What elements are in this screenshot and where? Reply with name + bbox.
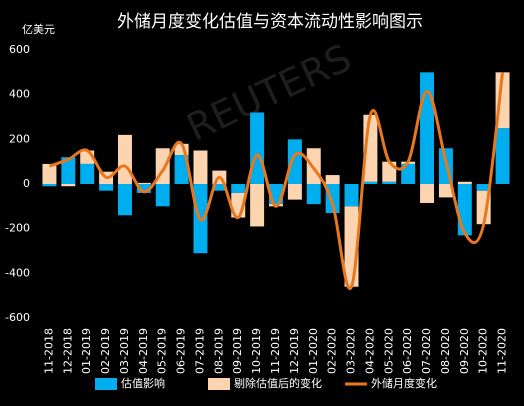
legend-label: 外储月度变化 bbox=[371, 376, 437, 390]
x-tick-label: 02-2020 bbox=[326, 328, 339, 374]
bar bbox=[401, 163, 416, 184]
watermark: REUTERS bbox=[180, 36, 358, 150]
bar bbox=[117, 184, 132, 216]
legend-label: 剔除估值后的变化 bbox=[234, 376, 322, 390]
bar bbox=[420, 184, 435, 203]
bar bbox=[61, 157, 76, 184]
bar bbox=[344, 184, 359, 207]
x-tick-label: 06-2020 bbox=[401, 328, 414, 374]
legend-swatch bbox=[95, 378, 117, 390]
y-tick-label: -600 bbox=[5, 311, 30, 324]
bar bbox=[457, 184, 472, 236]
bar bbox=[287, 139, 302, 184]
y-tick-label: 400 bbox=[9, 88, 30, 101]
x-tick-label: 07-2020 bbox=[420, 328, 433, 374]
x-tick-label: 07-2019 bbox=[193, 328, 206, 374]
bar bbox=[61, 184, 76, 187]
bar bbox=[174, 143, 189, 155]
line bbox=[48, 72, 505, 291]
x-tick-label: 08-2019 bbox=[212, 328, 225, 374]
x-tick-label: 09-2019 bbox=[231, 328, 244, 374]
x-tick-label: 08-2020 bbox=[439, 328, 452, 374]
y-tick-label: 200 bbox=[9, 132, 30, 145]
x-tick-label: 06-2019 bbox=[175, 328, 188, 374]
bar bbox=[382, 181, 397, 184]
bar bbox=[42, 163, 57, 184]
x-tick-label: 03-2020 bbox=[345, 328, 358, 374]
x-tick-label: 02-2019 bbox=[99, 328, 112, 374]
bar bbox=[231, 184, 246, 193]
x-tick-label: 04-2019 bbox=[137, 328, 150, 374]
x-tick-label: 11-2020 bbox=[496, 328, 509, 374]
bar bbox=[99, 184, 114, 191]
bar bbox=[287, 184, 302, 200]
bar bbox=[155, 184, 170, 207]
bar bbox=[136, 182, 151, 184]
x-tick-label: 03-2019 bbox=[118, 328, 131, 374]
y-tick-label: -400 bbox=[5, 266, 30, 279]
x-tick-label: 10-2020 bbox=[477, 328, 490, 374]
bar bbox=[117, 134, 132, 184]
bar bbox=[476, 184, 491, 191]
bar bbox=[438, 184, 453, 198]
x-tick-label: 05-2020 bbox=[382, 328, 395, 374]
legend-swatch bbox=[208, 378, 230, 390]
bar bbox=[306, 184, 321, 205]
x-tick-label: 01-2019 bbox=[80, 328, 93, 374]
bar bbox=[495, 128, 510, 184]
bar bbox=[136, 184, 151, 193]
bar bbox=[325, 175, 340, 184]
bar bbox=[174, 154, 189, 184]
x-tick-label: 11-2018 bbox=[42, 328, 55, 374]
chart-title: 外储月度变化估值与资本流动性影响图示 bbox=[117, 12, 423, 32]
bar bbox=[382, 161, 397, 182]
bar bbox=[212, 184, 227, 191]
x-tick-label: 10-2019 bbox=[250, 328, 263, 374]
bar bbox=[80, 163, 95, 184]
x-tick-label: 11-2019 bbox=[269, 328, 282, 374]
bar bbox=[193, 150, 208, 184]
bar bbox=[363, 181, 378, 184]
x-tick-label: 12-2019 bbox=[288, 328, 301, 374]
bar bbox=[42, 184, 57, 187]
y-tick-label: 0 bbox=[23, 177, 30, 190]
legend-label: 估值影响 bbox=[121, 377, 165, 390]
x-tick-label: 09-2020 bbox=[458, 328, 471, 374]
y-axis-label: 亿美元 bbox=[22, 23, 55, 36]
bar bbox=[420, 72, 435, 184]
bar bbox=[250, 112, 265, 184]
x-tick-label: 04-2020 bbox=[363, 328, 376, 374]
x-tick-label: 12-2018 bbox=[61, 328, 74, 374]
bar bbox=[457, 181, 472, 184]
x-tick-label: 01-2020 bbox=[307, 328, 320, 374]
bar bbox=[250, 184, 265, 227]
x-tick-label: 05-2019 bbox=[156, 328, 169, 374]
y-tick-label: -200 bbox=[5, 222, 30, 235]
y-tick-label: 600 bbox=[9, 43, 30, 56]
